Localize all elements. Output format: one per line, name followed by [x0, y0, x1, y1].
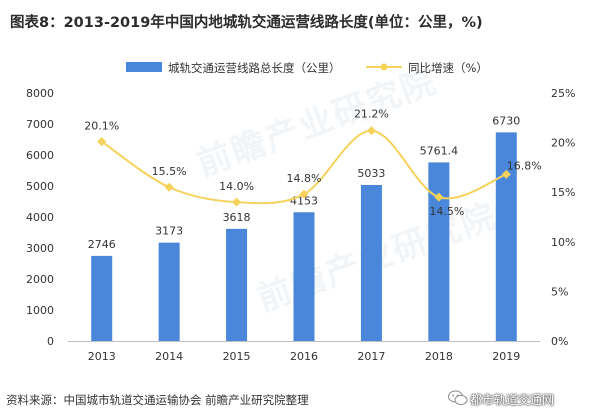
y-right-tick-label: 5% [551, 285, 568, 298]
bar [360, 184, 382, 341]
wechat-icon [448, 390, 468, 406]
y-left-tick-label: 1000 [26, 304, 54, 317]
bar-value-label: 5033 [357, 167, 385, 180]
y-left-tick-label: 7000 [26, 118, 54, 131]
x-tick-label: 2014 [155, 350, 183, 363]
growth-rate-marker [97, 137, 107, 147]
y-left-tick-label: 8000 [26, 87, 54, 100]
source-footnote: 资料来源：中国城市轨道交通运输协会 前瞻产业研究院整理 [6, 393, 309, 407]
legend-line-marker [380, 63, 388, 71]
bar [428, 162, 450, 341]
x-tick-label: 2015 [223, 350, 251, 363]
bar-value-label: 6730 [492, 114, 520, 127]
wechat-account-name: 都市轨道交通网 [470, 393, 555, 407]
y-left-tick-label: 6000 [26, 149, 54, 162]
y-right-tick-label: 0% [551, 335, 568, 348]
legend-line-label: 同比增速（%） [408, 61, 488, 75]
x-tick-label: 2018 [425, 350, 453, 363]
y-left-tick-label: 0 [47, 335, 54, 348]
bar-value-label: 3173 [155, 225, 183, 238]
wechat-watermark: 都市轨道交通网 [448, 388, 598, 410]
growth-rate-label: 16.8% [507, 159, 542, 172]
growth-rate-label: 14.5% [429, 205, 464, 218]
chart: 城轨交通运营线路总长度（公里） 同比增速（%） 0 1000 2000 3000 4000 5… [26, 61, 575, 363]
y-right-tick-label: 20% [551, 137, 575, 150]
growth-rate-marker [366, 126, 376, 136]
legend-bar-label: 城轨交通运营线路总长度（公里） [168, 61, 341, 75]
x-tick-label: 2016 [290, 350, 318, 363]
y-right-tick-label: 25% [551, 87, 575, 100]
x-tick-label: 2013 [88, 350, 116, 363]
bar-value-label: 3618 [223, 211, 251, 224]
bar [91, 255, 113, 341]
growth-rate-label: 14.0% [219, 180, 254, 193]
x-tick-label: 2019 [492, 350, 520, 363]
growth-rate-label: 14.8% [287, 172, 322, 185]
growth-rate-label: 20.1% [84, 120, 119, 133]
bar-value-label: 2746 [88, 238, 116, 251]
chart-title: 图表8：2013-2019年中国内地城轨交通运营线路长度(单位：公里，%) [10, 15, 483, 31]
y-left-tick-label: 4000 [26, 211, 54, 224]
growth-rate-marker [299, 189, 309, 199]
growth-rate-marker [434, 192, 444, 202]
y-right-tick-label: 15% [551, 186, 575, 199]
y-left-tick-label: 3000 [26, 242, 54, 255]
bar-value-label: 5761.4 [420, 144, 459, 157]
growth-rate-label: 21.2% [354, 108, 389, 121]
bar [158, 242, 180, 341]
growth-rate-marker [501, 169, 511, 179]
bar [293, 212, 315, 341]
bar [495, 132, 517, 341]
y-left-tick-label: 5000 [26, 180, 54, 193]
y-right-tick-label: 10% [551, 236, 575, 249]
y-left-tick-label: 2000 [26, 273, 54, 286]
x-tick-label: 2017 [357, 350, 385, 363]
bar [226, 228, 248, 341]
legend-bar-swatch [126, 62, 162, 72]
growth-rate-marker [164, 182, 174, 192]
growth-rate-label: 15.5% [152, 165, 187, 178]
growth-rate-marker [232, 197, 242, 207]
